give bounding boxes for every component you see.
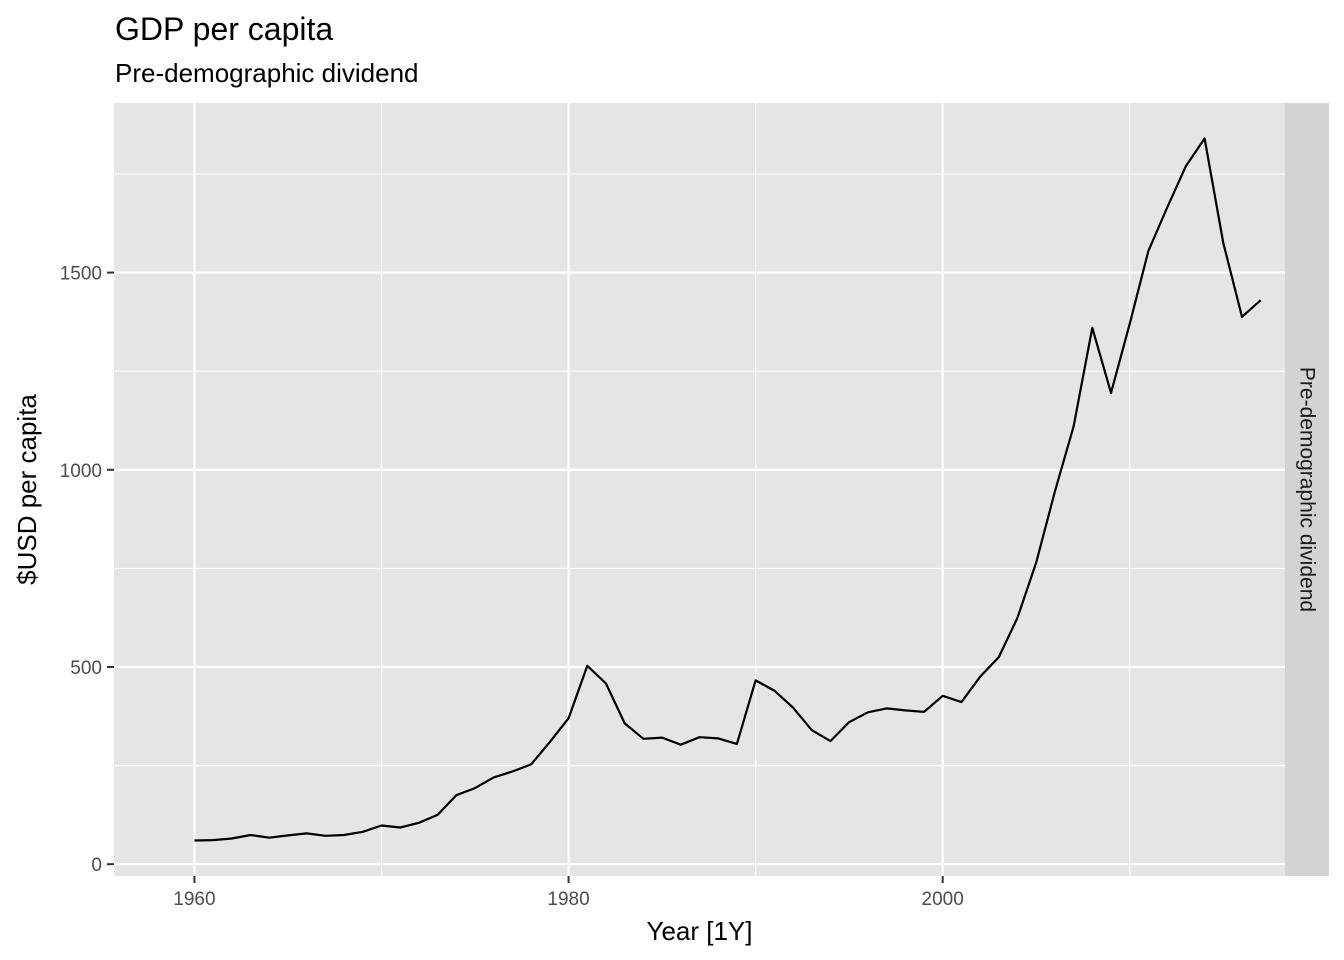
facet-strip [1285,103,1329,876]
x-tick-label: 2000 [922,889,964,910]
y-tick-label: 0 [91,855,102,876]
y-axis-title: $USD per capita [12,394,42,585]
facet-strip-label: Pre-demographic dividend [1296,367,1319,612]
y-tick-label: 500 [70,658,102,679]
x-tick-label: 1960 [173,889,215,910]
y-tick-label: 1000 [60,461,102,482]
major-gridlines [114,103,1285,876]
y-tick-label: 1500 [60,264,102,285]
series-line [194,137,1262,842]
axis-ticks [107,271,944,883]
plot-panel [114,103,1285,876]
chart-title: GDP per capita [115,11,333,47]
x-axis-tick-labels: 1960 1980 2000 [173,889,964,910]
x-tick-label: 1980 [547,889,589,910]
y-axis-tick-labels: 0 500 1000 1500 [60,264,102,877]
minor-gridlines [114,103,1285,876]
x-axis-title: Year [1Y] [646,916,752,946]
chart-subtitle: Pre-demographic dividend [115,58,419,88]
